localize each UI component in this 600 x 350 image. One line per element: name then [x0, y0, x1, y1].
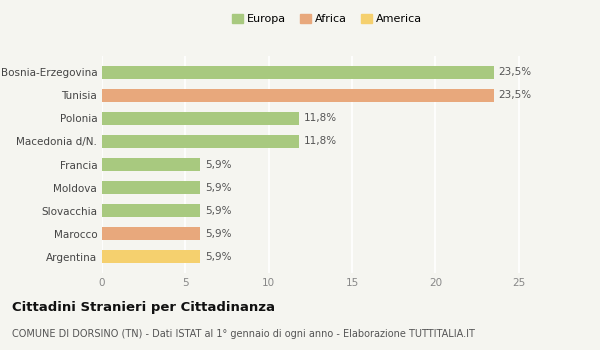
Text: 5,9%: 5,9% [205, 252, 232, 262]
Legend: Europa, Africa, America: Europa, Africa, America [232, 14, 422, 24]
Text: COMUNE DI DORSINO (TN) - Dati ISTAT al 1° gennaio di ogni anno - Elaborazione TU: COMUNE DI DORSINO (TN) - Dati ISTAT al 1… [12, 329, 475, 339]
Text: 5,9%: 5,9% [205, 229, 232, 239]
Text: 11,8%: 11,8% [304, 136, 337, 146]
Text: 5,9%: 5,9% [205, 183, 232, 193]
Bar [102, 204, 200, 217]
Bar [102, 66, 494, 78]
Bar [102, 112, 299, 125]
Bar [102, 158, 200, 171]
Text: 11,8%: 11,8% [304, 113, 337, 123]
Text: 23,5%: 23,5% [499, 90, 532, 100]
Text: Cittadini Stranieri per Cittadinanza: Cittadini Stranieri per Cittadinanza [12, 301, 275, 314]
Bar [102, 228, 200, 240]
Text: 5,9%: 5,9% [205, 160, 232, 169]
Bar [102, 251, 200, 263]
Text: 23,5%: 23,5% [499, 67, 532, 77]
Text: 5,9%: 5,9% [205, 206, 232, 216]
Bar [102, 181, 200, 194]
Bar [102, 135, 299, 148]
Bar [102, 89, 494, 102]
